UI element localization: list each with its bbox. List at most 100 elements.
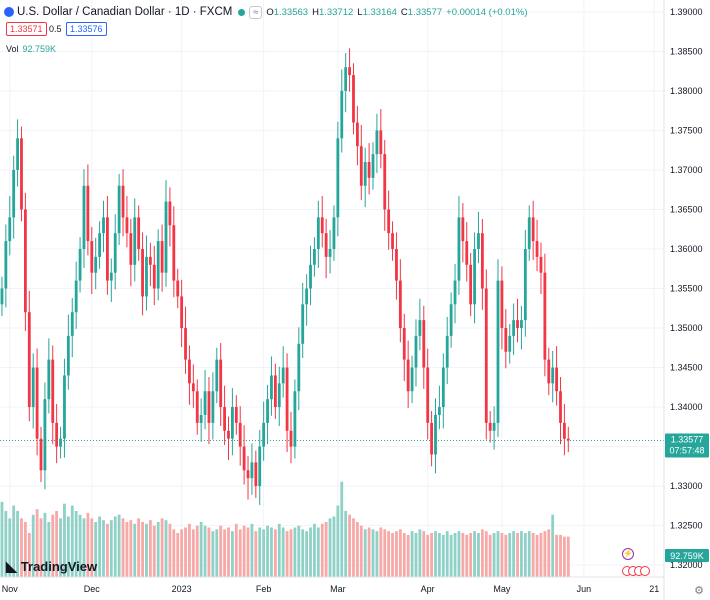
volume-bar	[449, 534, 453, 577]
price-tick-label: 1.39000	[670, 7, 703, 17]
volume-bar	[78, 514, 82, 577]
volume-bar	[367, 527, 371, 577]
candle-body	[227, 430, 230, 439]
volume-bar	[527, 531, 531, 577]
candle-body	[70, 312, 74, 336]
candle-body	[555, 367, 558, 392]
candle-body	[102, 217, 105, 234]
volume-bar	[59, 518, 62, 577]
volume-bar	[195, 525, 199, 577]
candle-body	[51, 359, 55, 423]
candle-body	[16, 138, 19, 170]
candle-body	[12, 169, 16, 218]
volume-bar	[0, 501, 4, 577]
candle-body	[63, 375, 66, 439]
tradingview-logo[interactable]: ◣ TradingView	[6, 558, 97, 575]
volume-bar	[297, 525, 301, 577]
price-tick-label: 1.36000	[670, 244, 703, 254]
candle-body	[461, 217, 465, 242]
volume-bar	[461, 533, 465, 577]
volume-bar	[309, 527, 312, 577]
tradingview-logo-icon: ◣	[6, 558, 17, 574]
volume-bar	[438, 533, 441, 577]
candle-body	[90, 241, 94, 273]
gear-icon[interactable]: ⚙	[694, 585, 704, 597]
candle-body	[480, 233, 484, 289]
volume-bar	[141, 522, 144, 577]
last-price-countdown: 07:57:48	[669, 445, 704, 455]
volume-bar	[156, 522, 160, 577]
volume-bar	[234, 523, 238, 577]
candle-body	[289, 430, 293, 447]
candle-body	[133, 217, 137, 265]
volume-bar	[395, 531, 398, 577]
volume-bar	[51, 514, 55, 577]
candle-body	[191, 383, 195, 392]
volume-bar	[23, 522, 27, 577]
volume-bar	[410, 531, 414, 577]
volume-bar	[344, 511, 348, 577]
symbol-title[interactable]: U.S. Dollar / Canadian Dollar · 1D · FXC…	[17, 6, 233, 18]
candle-body	[543, 272, 547, 360]
candle-body	[449, 304, 453, 336]
spread-value: 0.5	[49, 24, 62, 34]
volume-label-text: Vol	[6, 44, 19, 54]
price-tick-label: 1.38500	[670, 46, 703, 56]
volume-bar	[336, 505, 340, 577]
candle-body	[508, 335, 512, 352]
candles	[0, 48, 570, 506]
volume-bar	[566, 536, 570, 577]
volume-bar	[500, 533, 504, 577]
volume-bar	[199, 522, 203, 577]
volume-bar	[223, 529, 226, 577]
volume-bar	[480, 529, 484, 577]
candle-body	[20, 138, 23, 210]
candle-body	[328, 248, 332, 257]
sell-button[interactable]: 1.33571	[6, 22, 47, 36]
candle-body	[145, 256, 148, 297]
candle-body	[469, 264, 473, 305]
volume-bar	[363, 529, 367, 577]
volume-bar	[441, 534, 445, 577]
volume-bar	[74, 511, 78, 577]
buy-button[interactable]: 1.33576	[66, 22, 107, 36]
candle-body	[406, 359, 410, 392]
ohlc-values: O1.33563 H1.33712 L1.33164 C1.33577 +0.0…	[266, 6, 528, 18]
volume-bar	[129, 520, 133, 577]
volume-bar	[359, 525, 363, 577]
candle-body	[234, 407, 238, 423]
candle-body	[488, 422, 492, 431]
volume-bars	[0, 481, 570, 577]
volume-bar	[328, 518, 332, 577]
time-tick-label: Mar	[330, 584, 346, 594]
event-marker[interactable]	[640, 566, 650, 576]
time-tick-label: Jun	[577, 584, 592, 594]
price-tick-label: 1.38000	[670, 86, 703, 96]
candle-body	[293, 391, 297, 447]
grid	[0, 0, 664, 577]
volume-label: 92.759K	[665, 549, 709, 562]
volume-bar	[398, 529, 402, 577]
volume-bar	[160, 518, 164, 577]
candle-body	[188, 359, 191, 384]
compare-icon[interactable]: ≈	[249, 5, 263, 19]
candle-body	[438, 407, 441, 415]
volume-bar	[184, 527, 187, 577]
lightning-icon[interactable]: ⚡	[622, 548, 634, 560]
volume-bar	[422, 531, 426, 577]
candle-body	[535, 241, 539, 257]
candle-body	[109, 272, 113, 281]
candle-body	[137, 217, 141, 249]
candle-body	[367, 162, 371, 178]
volume-bar	[562, 536, 566, 577]
volume-bar	[465, 534, 469, 577]
candle-body	[129, 233, 133, 265]
volume-bar	[535, 534, 539, 577]
volume-bar	[242, 525, 246, 577]
volume-bar	[164, 520, 168, 577]
time-tick-label: Nov	[2, 584, 19, 594]
volume-bar	[27, 533, 31, 577]
volume-bar	[39, 518, 43, 577]
price-axis: 1.39000 1.38500 1.38000 1.37500 1.37000 1.365…	[670, 7, 703, 570]
